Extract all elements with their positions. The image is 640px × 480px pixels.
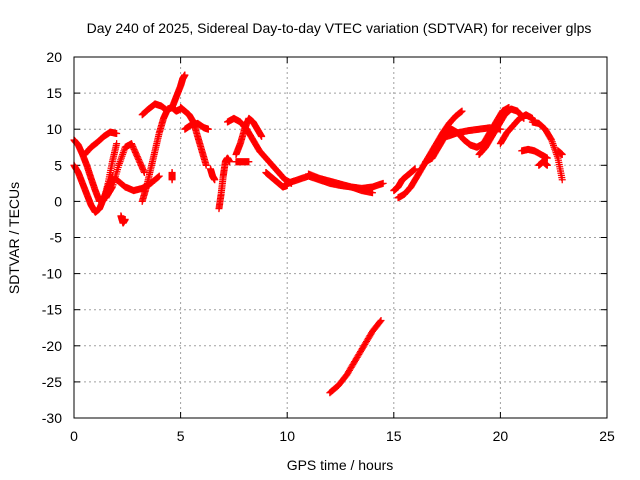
grid <box>74 57 607 418</box>
series-t22 <box>390 165 419 195</box>
y-tick-label: -5 <box>50 230 63 246</box>
series-t21 <box>326 317 385 397</box>
data-point <box>458 107 466 115</box>
series-t23 <box>394 107 466 202</box>
x-tick-label: 5 <box>177 428 185 444</box>
x-axis-label: GPS time / hours <box>287 457 394 473</box>
data-point <box>155 172 163 180</box>
series-t27 <box>496 111 536 148</box>
data-point <box>226 158 234 166</box>
series-t17 <box>232 158 253 166</box>
data-point <box>113 130 121 138</box>
y-tick-label: 15 <box>46 85 62 101</box>
y-tick-label: -30 <box>42 410 62 426</box>
y-tick-label: -20 <box>42 338 62 354</box>
chart-title: Day 240 of 2025, Sidereal Day-to-day VTE… <box>87 20 592 36</box>
data-point <box>211 176 219 184</box>
series-t8 <box>138 100 172 119</box>
series-t30 <box>535 158 551 169</box>
data-point <box>368 189 376 197</box>
y-axis-label: SDTVAR / TECUs <box>6 182 22 294</box>
series-t13 <box>206 165 219 184</box>
data-point <box>376 318 384 326</box>
data-point <box>113 140 121 148</box>
data-point <box>558 176 566 184</box>
series-t16 <box>232 114 266 158</box>
x-tick-label: 10 <box>279 428 295 444</box>
series-t9 <box>168 71 189 112</box>
data-point <box>121 215 129 223</box>
x-tick-label: 20 <box>493 428 509 444</box>
series-t31 <box>554 147 566 158</box>
y-tick-label: 5 <box>54 157 62 173</box>
series-t24 <box>422 104 513 166</box>
x-tick-label: 0 <box>70 428 78 444</box>
plot-frame <box>73 56 608 419</box>
data-point <box>164 107 172 115</box>
series-t10 <box>177 104 210 169</box>
series-t28 <box>518 145 551 162</box>
y-tick-label: 20 <box>46 49 62 65</box>
x-tick-label: 15 <box>386 428 402 444</box>
axis-ticks: 0 5 10 15 20 25 20 15 10 5 0 -5 -10 -15 -20 -25 -30 <box>42 49 615 444</box>
series-t12 <box>168 169 176 184</box>
data-point <box>377 317 385 325</box>
series-t20 <box>305 170 376 197</box>
data-point <box>181 71 189 79</box>
data-point <box>258 132 266 140</box>
x-tick-label: 25 <box>599 428 615 444</box>
data-point <box>543 154 551 162</box>
data-points <box>70 71 566 397</box>
series-t11 <box>181 119 212 133</box>
data-point <box>202 161 210 169</box>
data-point <box>543 161 551 169</box>
series-t14 <box>215 154 234 213</box>
series-t5 <box>117 212 129 227</box>
series-t7 <box>138 104 185 205</box>
series-t26 <box>475 105 528 158</box>
series-t29 <box>528 118 566 184</box>
y-tick-label: 10 <box>46 121 62 137</box>
series-t4 <box>102 140 148 202</box>
data-point <box>204 125 212 133</box>
series-t3 <box>81 128 121 158</box>
y-tick-label: 0 <box>54 193 62 209</box>
y-tick-label: -25 <box>42 374 62 390</box>
data-point <box>379 179 387 187</box>
data-point <box>558 150 566 158</box>
series-t6 <box>113 172 163 195</box>
data-point <box>411 165 419 173</box>
data-point <box>168 176 176 184</box>
y-tick-label: -10 <box>42 266 62 282</box>
y-tick-label: -15 <box>42 302 62 318</box>
data-point <box>154 173 162 181</box>
data-point <box>245 158 253 166</box>
